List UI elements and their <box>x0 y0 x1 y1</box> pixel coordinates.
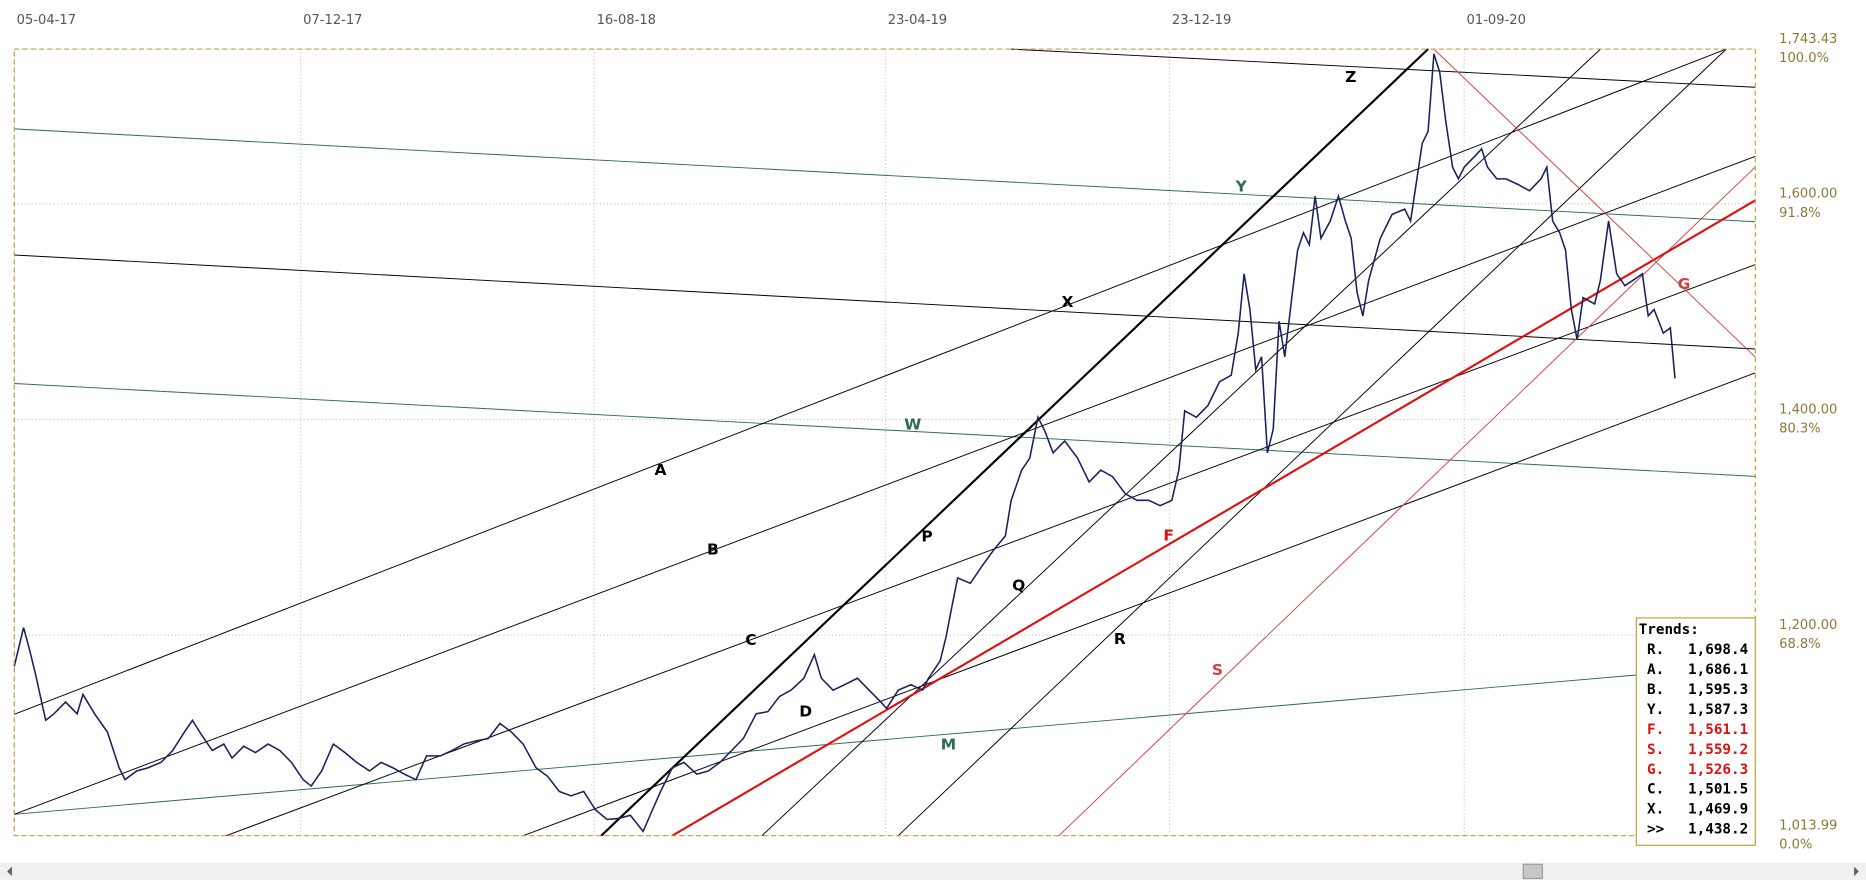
y-percent-label: 100.0% <box>1779 51 1829 66</box>
trends-title: Trends: <box>1639 622 1699 638</box>
trendline-label: Q <box>1012 576 1025 594</box>
y-percent-label: 91.8% <box>1779 206 1821 221</box>
trend-value: 1,559.2 <box>1688 742 1748 758</box>
trendline-label: A <box>654 461 666 479</box>
trendline-label: Y <box>1235 178 1248 196</box>
scrollbar[interactable] <box>0 863 1866 880</box>
x-tick-label: 05-04-17 <box>17 13 76 28</box>
trendline <box>14 155 1756 815</box>
trend-key: Y. <box>1647 702 1664 718</box>
y-tick-label: 1,400.00 <box>1779 402 1837 417</box>
trendline-label: M <box>941 736 956 754</box>
plot-border <box>13 48 1756 837</box>
trend-key: C. <box>1647 782 1664 798</box>
trendline <box>14 254 1756 350</box>
trend-value: 1,561.1 <box>1688 722 1748 738</box>
trendline-label: G <box>1678 275 1691 293</box>
x-tick-label: 16-08-18 <box>597 13 656 28</box>
price <box>13 53 1676 833</box>
trend-value: 1,686.1 <box>1688 662 1748 678</box>
trend-value: 1,526.3 <box>1688 762 1748 778</box>
trendline <box>600 48 1429 837</box>
trend-value: 1,438.2 <box>1688 822 1748 838</box>
trend-key: B. <box>1647 682 1664 698</box>
trendline <box>523 372 1756 837</box>
trendline <box>14 48 1727 715</box>
trendline <box>1433 48 1756 358</box>
x-tick-label: 07-12-17 <box>303 13 362 28</box>
scroll-thumb[interactable] <box>1522 863 1543 880</box>
y-percent-label: 80.3% <box>1779 421 1821 436</box>
trend-key: R. <box>1647 642 1664 658</box>
trend-value: 1,698.4 <box>1688 642 1748 658</box>
x-tick-label: 01-09-20 <box>1467 13 1526 28</box>
trend-key: A. <box>1647 662 1664 678</box>
trend-key: X. <box>1647 802 1664 818</box>
trendline <box>897 48 1727 837</box>
y-tick-label: 1,600.00 <box>1779 187 1837 202</box>
scroll-right[interactable] <box>1854 866 1859 877</box>
trends-panel <box>1635 617 1756 846</box>
trendline-label: Z <box>1345 68 1356 86</box>
trend-key: G. <box>1647 762 1664 778</box>
price-line <box>13 53 1676 833</box>
y-tick-label: 1,013.99 <box>1779 819 1837 834</box>
scroll-left[interactable] <box>7 866 12 877</box>
trendline-label: W <box>904 416 921 434</box>
trend-value: 1,587.3 <box>1688 702 1748 718</box>
trendline-label: B <box>707 541 719 559</box>
trendline-label: C <box>745 631 756 649</box>
trend-key: >> <box>1647 822 1664 838</box>
y-tick-label: 1,200.00 <box>1779 618 1837 633</box>
trend-value: 1,595.3 <box>1688 682 1748 698</box>
y-percent-label: 68.8% <box>1779 637 1821 652</box>
trendline-label: P <box>921 527 932 545</box>
x-tick-label: 23-12-19 <box>1172 13 1231 28</box>
trendline-label: F <box>1163 526 1174 544</box>
trendline-label: D <box>799 702 812 720</box>
y-tick-label: 1,743.43 <box>1779 32 1837 47</box>
trend-value: 1,469.9 <box>1688 802 1748 818</box>
trendline-label: X <box>1062 293 1074 311</box>
trendline <box>1058 166 1756 837</box>
trendline <box>14 383 1756 477</box>
trendline <box>1011 48 1756 88</box>
trend-value: 1,501.5 <box>1688 782 1748 798</box>
trendline <box>14 128 1756 223</box>
trendline-label: S <box>1212 661 1223 679</box>
trendline-label: R <box>1114 630 1126 648</box>
trendline <box>671 199 1756 837</box>
x-tick-label: 23-04-19 <box>888 13 947 28</box>
y-percent-label: 0.0% <box>1779 838 1812 853</box>
grid <box>13 48 1756 837</box>
trend-key: F. <box>1647 722 1664 738</box>
trend-key: S. <box>1647 742 1664 758</box>
trends-box: Trends: R. 1,698.4 A. 1,686.1 B. 1,595.3 Y. 1,58… <box>1635 617 1756 846</box>
labels: 05-04-17 07-12-17 16-08-18 23-04-19 23-12-19… <box>17 13 1838 853</box>
trendlines <box>14 48 1756 837</box>
